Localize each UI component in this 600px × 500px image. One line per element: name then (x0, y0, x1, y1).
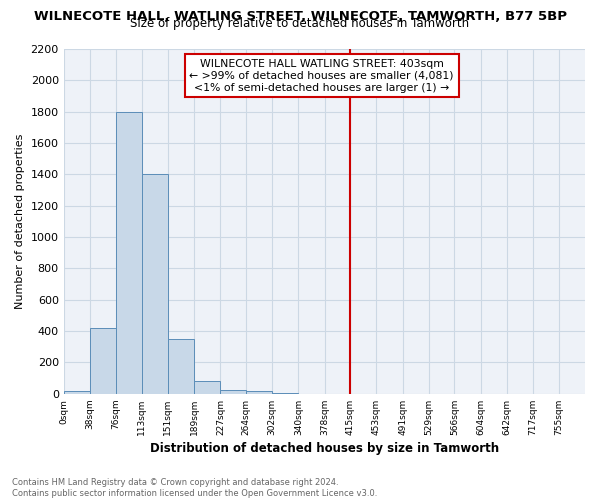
Bar (168, 339, 194, 394)
Bar (90, 328, 116, 394)
Y-axis label: Number of detached properties: Number of detached properties (15, 134, 25, 309)
Bar (116, 112, 142, 394)
Text: Contains HM Land Registry data © Crown copyright and database right 2024.
Contai: Contains HM Land Registry data © Crown c… (12, 478, 377, 498)
Bar (246, 390, 272, 394)
Text: WILNECOTE HALL, WATLING STREET, WILNECOTE, TAMWORTH, B77 5BP: WILNECOTE HALL, WATLING STREET, WILNECOT… (34, 10, 566, 23)
Bar (142, 174, 168, 394)
Text: Size of property relative to detached houses in Tamworth: Size of property relative to detached ho… (130, 18, 470, 30)
Bar (194, 382, 220, 394)
X-axis label: Distribution of detached houses by size in Tamworth: Distribution of detached houses by size … (150, 442, 499, 455)
Text: WILNECOTE HALL WATLING STREET: 403sqm
← >99% of detached houses are smaller (4,0: WILNECOTE HALL WATLING STREET: 403sqm ← … (190, 60, 454, 92)
Bar (220, 390, 246, 394)
Bar (64, 392, 90, 394)
Bar (272, 393, 298, 394)
